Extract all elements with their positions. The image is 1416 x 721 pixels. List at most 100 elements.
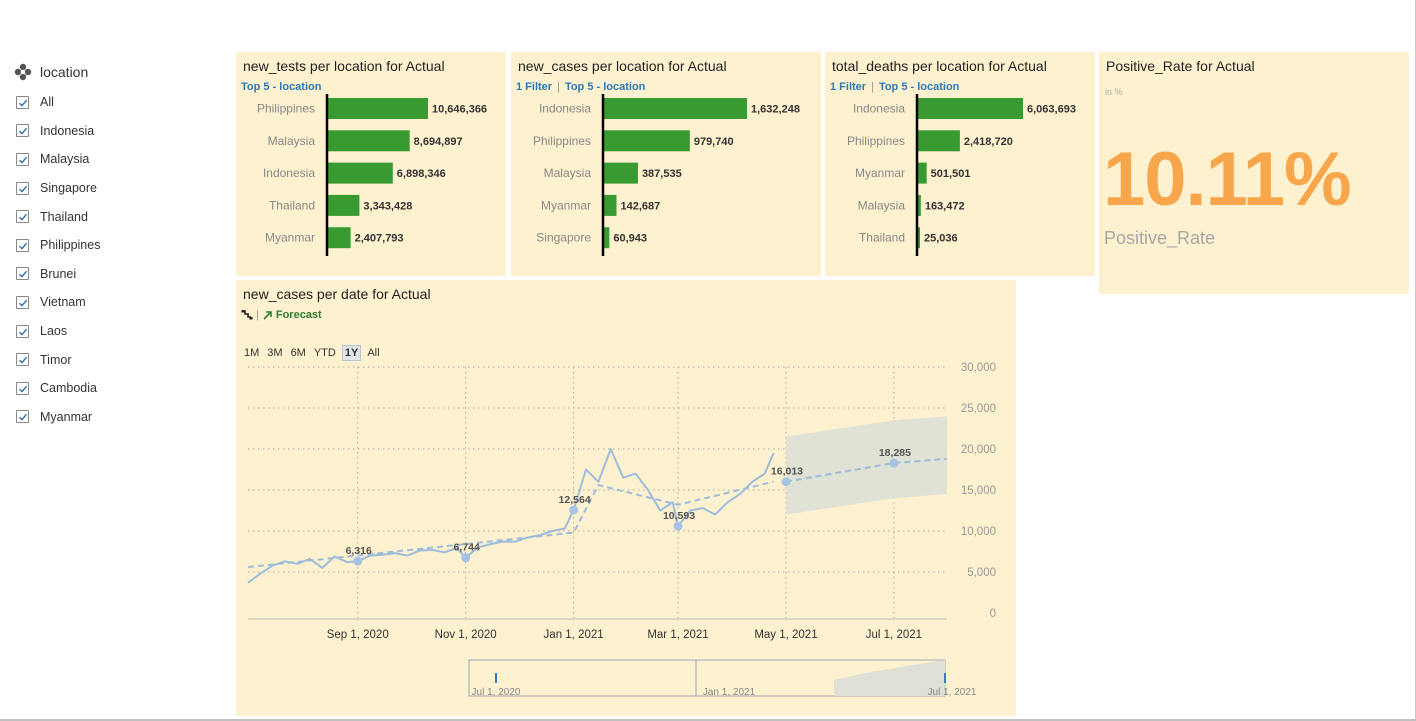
bar[interactable]: [604, 194, 617, 216]
filter-item-malaysia[interactable]: Malaysia: [14, 145, 214, 174]
category-label: Indonesia: [539, 102, 591, 116]
data-point[interactable]: [889, 458, 899, 468]
range-navigator[interactable]: Jul 1, 2020 Jan 1, 2021 Jul 1, 2021: [468, 659, 977, 698]
tile-subtitle: Top 5 - location: [241, 81, 321, 93]
range-button-3m[interactable]: 3M: [267, 347, 283, 359]
hierarchy-icon[interactable]: [241, 309, 253, 321]
topn-link[interactable]: Top 5 - location: [564, 81, 646, 93]
range-button-6m[interactable]: 6M: [290, 347, 306, 359]
range-button-1m[interactable]: 1M: [244, 347, 260, 359]
filter-item-laos[interactable]: Laos: [14, 317, 214, 346]
navigator-label: Jan 1, 2021: [703, 687, 756, 698]
bar[interactable]: [604, 162, 638, 184]
category-label: Malaysia: [858, 198, 906, 212]
category-label: Myanmar: [265, 231, 315, 245]
bar[interactable]: [328, 98, 428, 119]
filter-item-myanmar[interactable]: Myanmar: [14, 403, 214, 432]
checkbox[interactable]: [16, 381, 29, 395]
check-icon: [19, 156, 28, 164]
total-deaths-tile[interactable]: total_deaths per location for Actual 1 F…: [825, 52, 1095, 276]
checkbox[interactable]: [16, 238, 29, 252]
check-icon: [19, 242, 28, 250]
filter-item-thailand[interactable]: Thailand: [14, 202, 214, 231]
filter-item-vietnam[interactable]: Vietnam: [14, 288, 214, 317]
chart-legend: | Forecast: [241, 309, 322, 321]
navigator-handle-right[interactable]: [944, 673, 946, 683]
filter-item-indonesia[interactable]: Indonesia: [14, 117, 214, 146]
x-tick-label: Mar 1, 2021: [647, 629, 708, 641]
filter-link[interactable]: 1 Filter: [516, 81, 553, 93]
new-cases-line-chart: 0 5,000 10,000 15,000 20,000 25,000 30,000 Sep …: [247, 362, 996, 698]
filter-item-philippines[interactable]: Philippines: [14, 231, 214, 260]
category-label: Singapore: [536, 231, 591, 245]
data-label: 12,564: [559, 494, 591, 506]
category-label: Indonesia: [853, 102, 905, 116]
range-button-1y[interactable]: 1Y: [341, 345, 362, 361]
bar[interactable]: [328, 130, 410, 152]
filter-item-timor[interactable]: Timor: [14, 345, 214, 374]
bar[interactable]: [328, 162, 393, 184]
data-point[interactable]: [569, 505, 579, 515]
y-tick-label: 5,000: [967, 567, 996, 579]
trend-line: [247, 480, 774, 569]
category-label: Myanmar: [855, 166, 905, 180]
checkbox[interactable]: [16, 210, 29, 224]
checkbox[interactable]: [16, 181, 29, 195]
data-point[interactable]: [781, 477, 791, 487]
checkbox[interactable]: [16, 152, 29, 166]
new-cases-location-tile[interactable]: new_cases per location for Actual 1 Filt…: [511, 52, 821, 276]
topn-link[interactable]: Top 5 - location: [241, 81, 322, 93]
data-point[interactable]: [461, 553, 471, 563]
bar[interactable]: [328, 227, 351, 249]
bar[interactable]: [918, 227, 920, 249]
separator: |: [256, 309, 259, 321]
separator: |: [557, 81, 560, 93]
bar[interactable]: [604, 227, 610, 249]
checkbox[interactable]: [16, 353, 29, 367]
checkbox[interactable]: [16, 95, 29, 109]
checkbox[interactable]: [16, 324, 29, 338]
topn-link[interactable]: Top 5 - location: [878, 81, 960, 93]
bar[interactable]: [918, 162, 927, 184]
value-label: 25,036: [924, 233, 958, 245]
filter-item-label: Vietnam: [40, 295, 86, 310]
checkbox[interactable]: [16, 124, 29, 138]
bar[interactable]: [918, 98, 1023, 119]
range-button-all[interactable]: All: [367, 347, 380, 359]
x-tick-label: Jan 1, 2021: [544, 629, 604, 641]
new-tests-tile[interactable]: new_tests per location for Actual Top 5 …: [236, 52, 506, 276]
data-label: 10,593: [663, 510, 695, 522]
navigator-handle-left[interactable]: [495, 673, 497, 683]
bar[interactable]: [604, 98, 747, 119]
filter-item-label: Laos: [40, 324, 68, 339]
value-label: 501,501: [931, 168, 971, 180]
y-tick-label: 30,000: [961, 362, 996, 374]
forecast-label[interactable]: Forecast: [275, 309, 322, 321]
filter-item-cambodia[interactable]: Cambodia: [14, 374, 214, 403]
tile-title: new_tests per location for Actual: [243, 58, 445, 74]
checkbox[interactable]: [16, 410, 29, 424]
bar[interactable]: [918, 194, 921, 216]
bar[interactable]: [604, 130, 690, 152]
filter-item-brunei[interactable]: Brunei: [14, 260, 214, 289]
data-point[interactable]: [673, 521, 683, 531]
data-label: 16,013: [771, 466, 803, 478]
new-cases-date-tile[interactable]: new_cases per date for Actual | Forecast…: [236, 280, 1016, 716]
bar[interactable]: [918, 130, 960, 152]
data-point[interactable]: [353, 556, 363, 566]
filter-item-label: Philippines: [40, 238, 101, 253]
total-deaths-bar-chart: Indonesia 6,063,693 Philippines 2,418,720 My…: [847, 94, 1076, 256]
value-label: 60,943: [613, 233, 647, 245]
checkbox[interactable]: [16, 267, 29, 281]
filter-item-all[interactable]: All: [14, 88, 214, 117]
range-button-ytd[interactable]: YTD: [313, 347, 336, 359]
checkbox[interactable]: [16, 295, 29, 309]
bar[interactable]: [328, 194, 360, 216]
check-icon: [19, 328, 28, 336]
value-label: 10,646,366: [432, 104, 487, 116]
filter-item-singapore[interactable]: Singapore: [14, 174, 214, 203]
y-tick-label: 15,000: [961, 485, 996, 497]
filter-link[interactable]: 1 Filter: [830, 81, 867, 93]
positive-rate-tile[interactable]: Positive_Rate for Actual in % 10.11% Pos…: [1099, 52, 1409, 294]
filter-item-label: Cambodia: [40, 381, 97, 396]
